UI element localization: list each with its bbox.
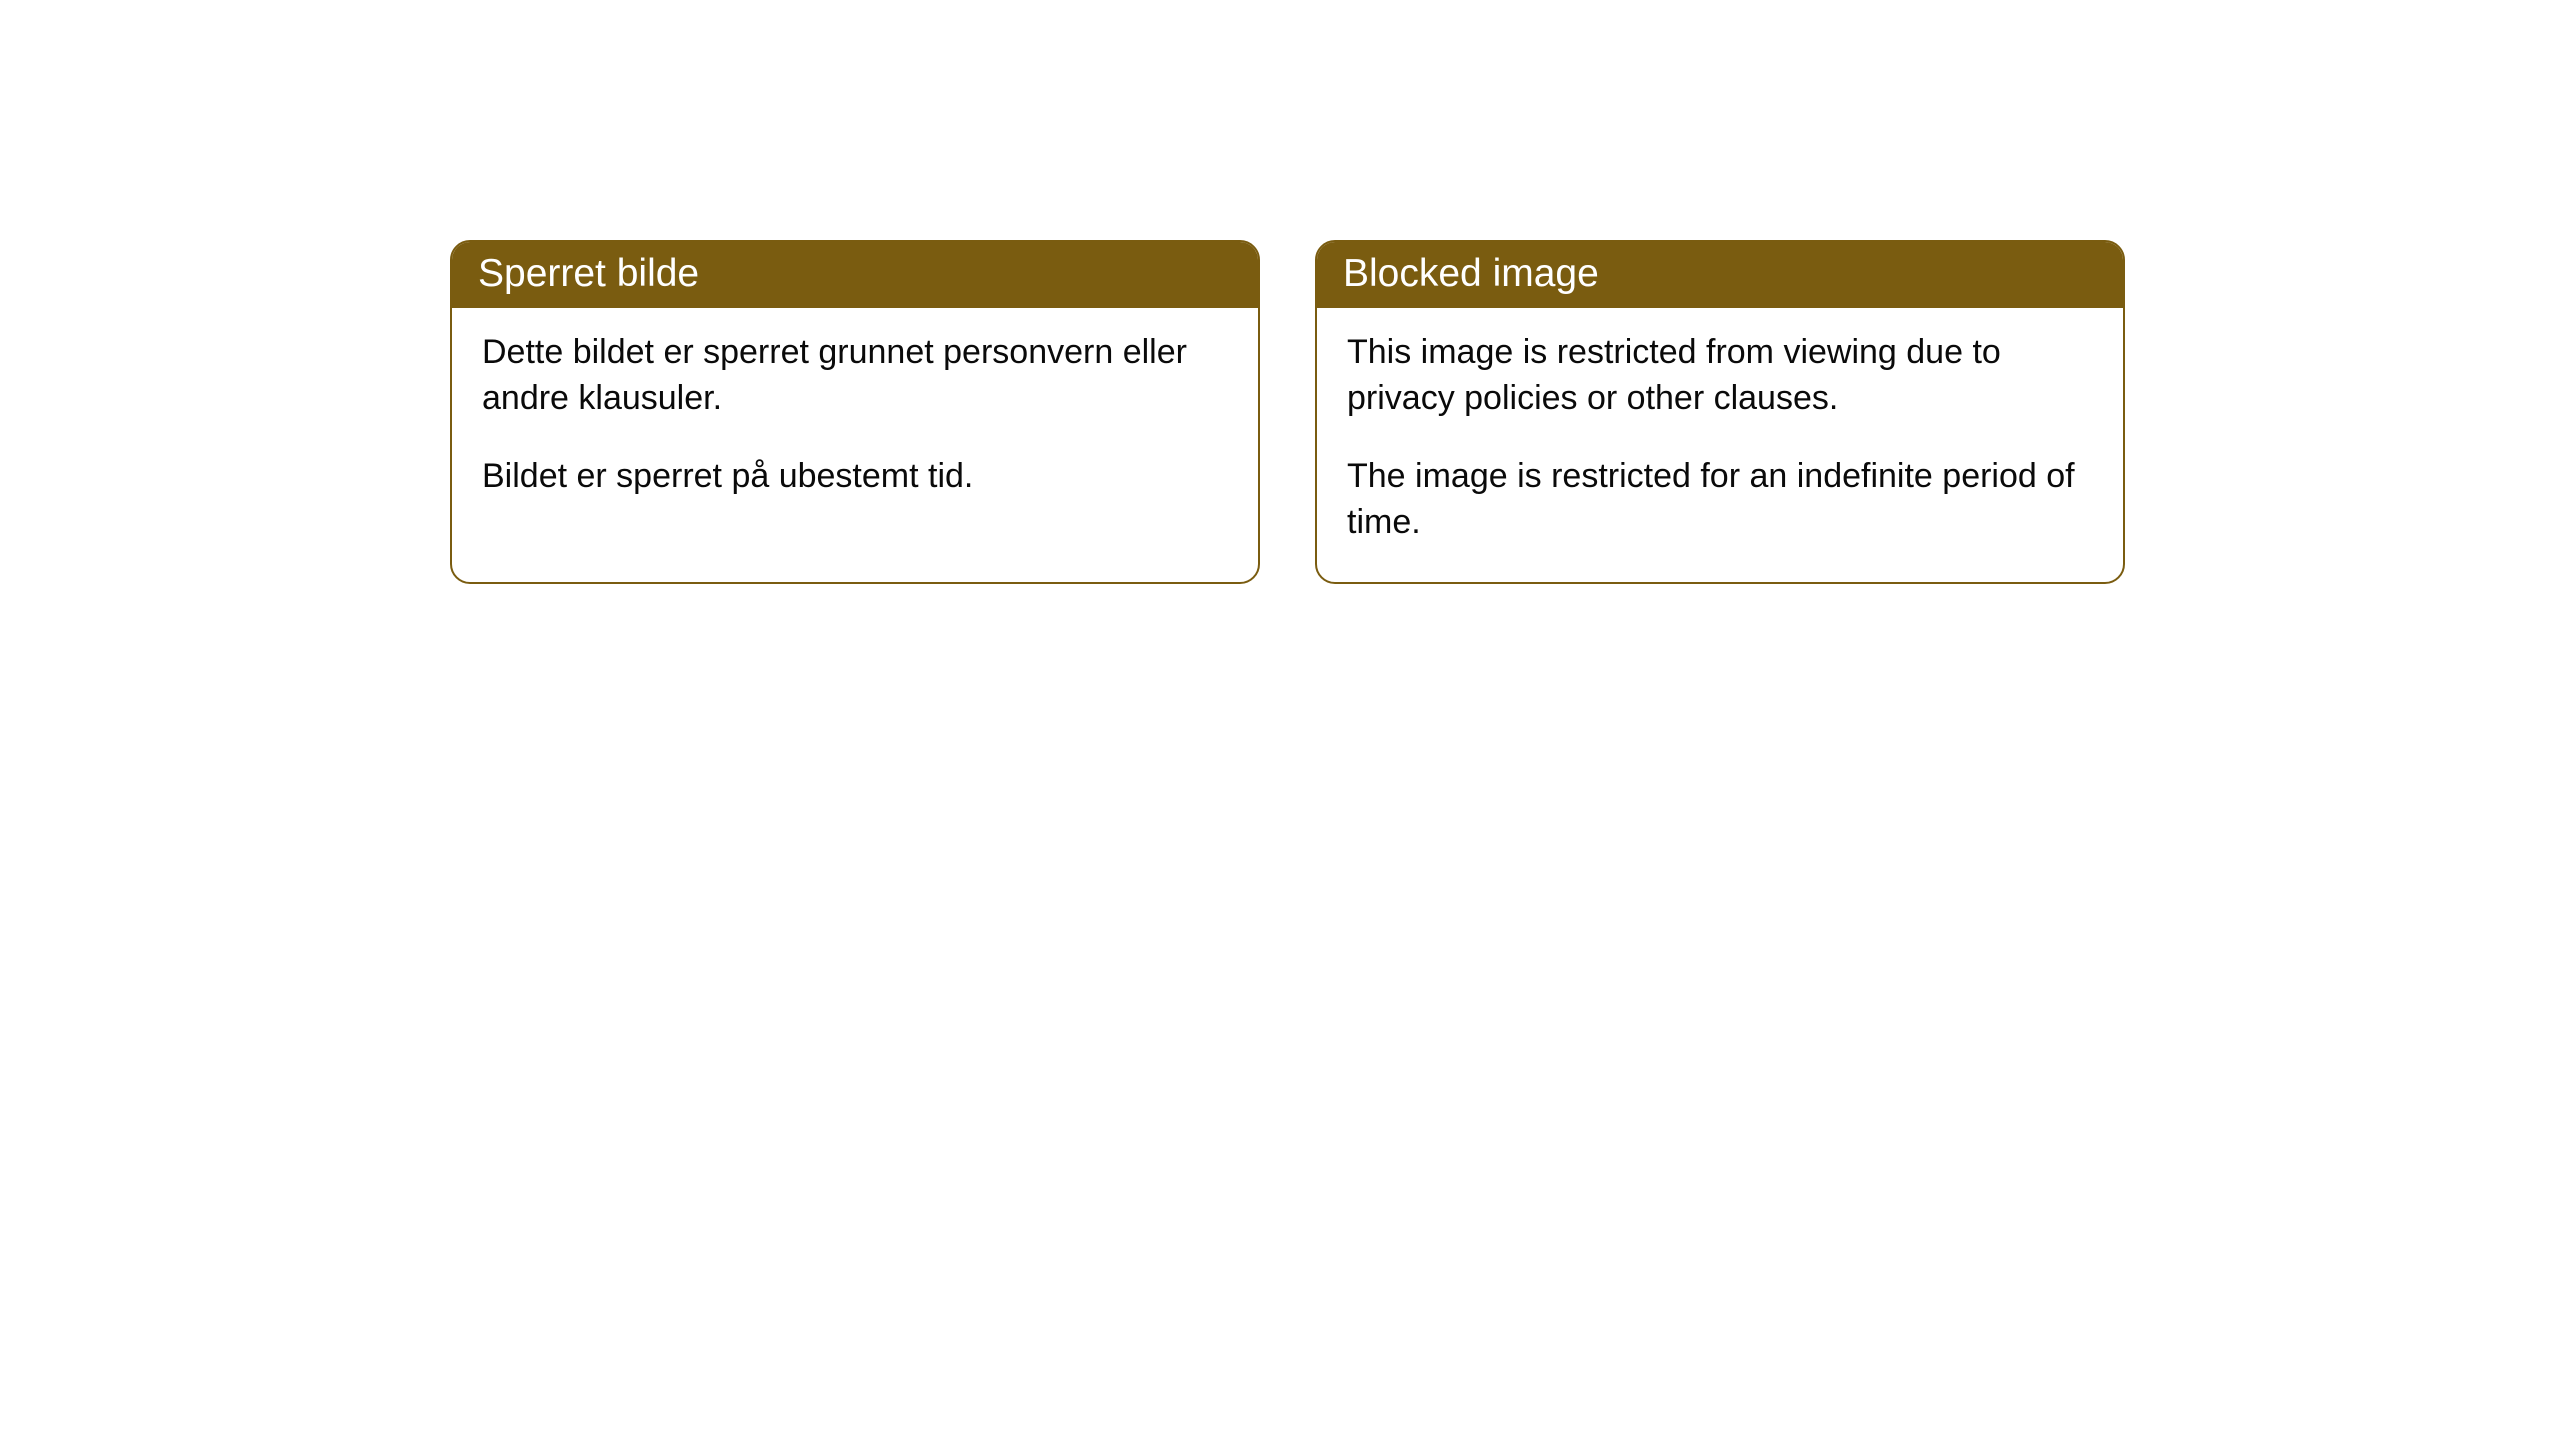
- card-paragraph: The image is restricted for an indefinit…: [1347, 454, 2093, 546]
- notice-cards-container: Sperret bilde Dette bildet er sperret gr…: [450, 240, 2560, 584]
- card-paragraph: This image is restricted from viewing du…: [1347, 330, 2093, 422]
- card-paragraph: Bildet er sperret på ubestemt tid.: [482, 454, 1228, 500]
- card-body: Dette bildet er sperret grunnet personve…: [452, 308, 1258, 536]
- card-title: Blocked image: [1317, 242, 2123, 308]
- blocked-image-card-english: Blocked image This image is restricted f…: [1315, 240, 2125, 584]
- card-body: This image is restricted from viewing du…: [1317, 308, 2123, 582]
- blocked-image-card-norwegian: Sperret bilde Dette bildet er sperret gr…: [450, 240, 1260, 584]
- card-paragraph: Dette bildet er sperret grunnet personve…: [482, 330, 1228, 422]
- card-title: Sperret bilde: [452, 242, 1258, 308]
